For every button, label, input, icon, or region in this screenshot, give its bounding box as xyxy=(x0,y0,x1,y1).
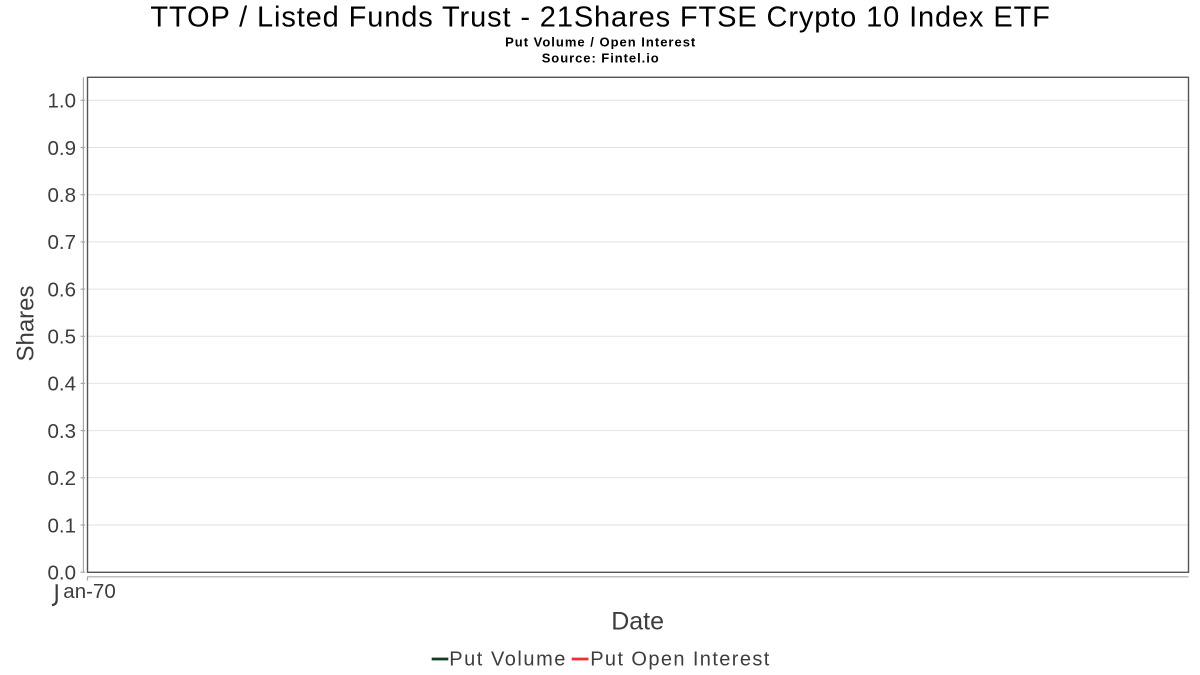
svg-text:Put Volume: Put Volume xyxy=(449,649,567,671)
svg-text:0.3: 0.3 xyxy=(48,420,77,443)
svg-text:Date: Date xyxy=(611,608,664,636)
svg-text:Put Volume / Open Interest: Put Volume / Open Interest xyxy=(505,34,696,49)
svg-text:0.4: 0.4 xyxy=(48,373,77,396)
svg-text:Source: Fintel.io: Source: Fintel.io xyxy=(542,50,660,65)
svg-text:0.2: 0.2 xyxy=(48,467,77,490)
svg-text:an-70: an-70 xyxy=(63,580,115,603)
svg-text:0.0: 0.0 xyxy=(48,562,77,585)
svg-text:TTOP / Listed Funds Trust - 21: TTOP / Listed Funds Trust - 21Shares FTS… xyxy=(150,2,1050,34)
svg-text:0.7: 0.7 xyxy=(48,231,77,254)
svg-text:0.9: 0.9 xyxy=(48,137,77,160)
svg-text:Put Open Interest: Put Open Interest xyxy=(590,649,771,671)
svg-text:0.5: 0.5 xyxy=(48,326,77,349)
svg-text:0.6: 0.6 xyxy=(48,278,77,301)
svg-text:1.0: 1.0 xyxy=(48,90,77,113)
svg-text:0.8: 0.8 xyxy=(48,184,77,207)
svg-text:0.1: 0.1 xyxy=(48,514,77,537)
svg-text:Shares: Shares xyxy=(13,285,40,361)
